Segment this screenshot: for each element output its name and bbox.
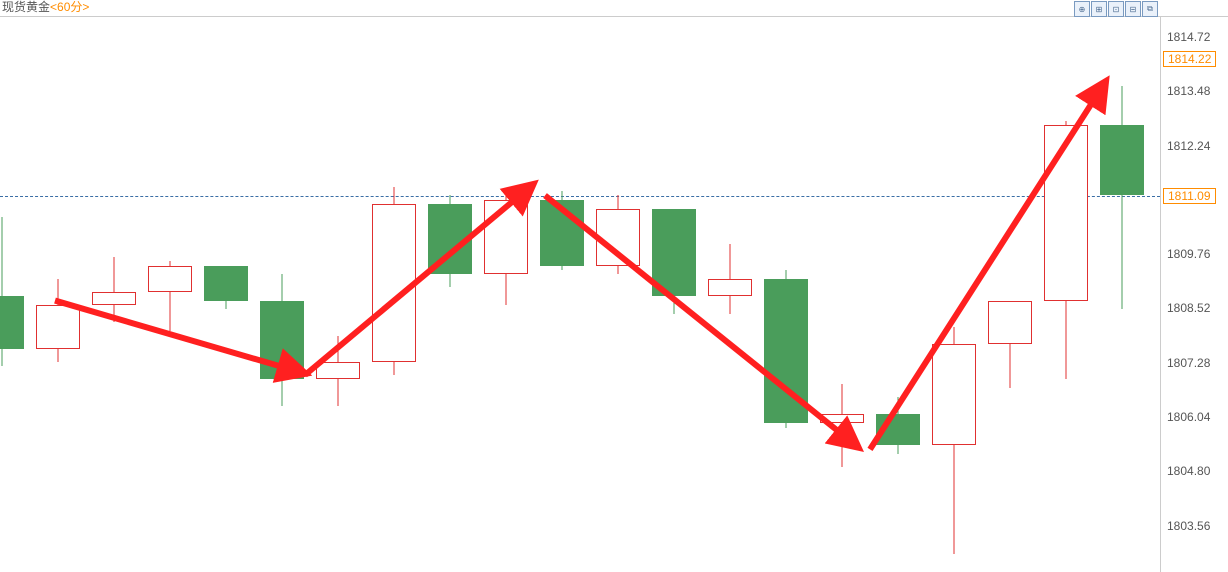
candle[interactable] (428, 16, 472, 572)
toolbar-button-0[interactable]: ⊕ (1074, 1, 1090, 17)
candle[interactable] (36, 16, 80, 572)
toolbar-button-3[interactable]: ⊟ (1125, 1, 1141, 17)
chart-toolbar: ⊕⊞⊡⊟⧉ (1074, 1, 1158, 17)
candle[interactable] (876, 16, 920, 572)
candle[interactable] (1100, 16, 1144, 572)
y-tick: 1803.56 (1167, 519, 1210, 533)
y-tick: 1812.24 (1167, 139, 1210, 153)
candle[interactable] (932, 16, 976, 572)
candle[interactable] (148, 16, 192, 572)
chart-header: 现货黄金<60分> (0, 0, 1228, 17)
candle[interactable] (652, 16, 696, 572)
candle[interactable] (484, 16, 528, 572)
candle[interactable] (0, 16, 24, 572)
candle[interactable] (316, 16, 360, 572)
candle[interactable] (820, 16, 864, 572)
y-tick: 1814.72 (1167, 30, 1210, 44)
candle[interactable] (372, 16, 416, 572)
candle[interactable] (92, 16, 136, 572)
candle[interactable] (764, 16, 808, 572)
timeframe-label: <60分> (50, 0, 89, 14)
y-tick: 1809.76 (1167, 247, 1210, 261)
y-tick: 1806.04 (1167, 410, 1210, 424)
candle[interactable] (260, 16, 304, 572)
candle[interactable] (596, 16, 640, 572)
y-tick: 1808.52 (1167, 301, 1210, 315)
candle[interactable] (988, 16, 1032, 572)
plot-area[interactable] (0, 16, 1161, 572)
current-price-label: 1814.22 (1163, 51, 1216, 67)
last-price-label: 1811.09 (1163, 188, 1216, 204)
y-tick: 1804.80 (1167, 464, 1210, 478)
candle[interactable] (1044, 16, 1088, 572)
y-tick: 1813.48 (1167, 84, 1210, 98)
y-axis: 1814.72 1813.48 1812.24 1811.09 1809.76 1808.… (1161, 16, 1228, 572)
candle[interactable] (708, 16, 752, 572)
toolbar-button-2[interactable]: ⊡ (1108, 1, 1124, 17)
chart-container: 现货黄金<60分> ⊕⊞⊡⊟⧉ 1814.721813.481812.24181… (0, 0, 1228, 572)
toolbar-button-1[interactable]: ⊞ (1091, 1, 1107, 17)
toolbar-button-4[interactable]: ⧉ (1142, 1, 1158, 17)
y-tick: 1807.28 (1167, 356, 1210, 370)
candle[interactable] (204, 16, 248, 572)
candle[interactable] (540, 16, 584, 572)
instrument-title: 现货黄金 (2, 0, 50, 14)
